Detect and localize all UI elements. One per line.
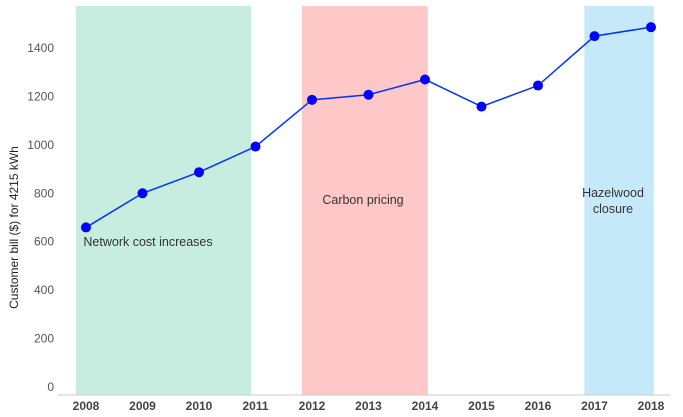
x-tick-label: 2013 [355, 399, 382, 413]
data-point [420, 74, 430, 85]
axes: 0 200 400 600 800 1000 1200 1400 2008 2009 2010 201… [27, 41, 670, 413]
y-tick-label: 400 [34, 283, 54, 297]
y-tick-label: 200 [34, 332, 54, 346]
y-tick-label: 0 [47, 380, 54, 394]
x-tick-label: 2018 [638, 399, 665, 413]
x-tick-label: 2016 [525, 399, 552, 413]
y-tick-label: 800 [34, 186, 54, 200]
data-point [533, 80, 543, 91]
x-tick-label: 2014 [412, 399, 439, 413]
y-tick-label: 1400 [27, 41, 54, 55]
shaded-period-2 [301, 6, 428, 395]
data-point [363, 89, 374, 100]
data-point [589, 31, 600, 42]
y-axis-title: Customer bill ($) for 4215 kWh [7, 146, 21, 309]
y-tick-label: 600 [34, 235, 54, 249]
band-label-2: Carbon pricing [322, 193, 403, 207]
data-point [194, 167, 204, 178]
series-layer [81, 22, 656, 233]
band-label-line: Hazelwood [582, 186, 644, 200]
x-tick-label: 2011 [242, 399, 268, 413]
data-point [646, 22, 656, 33]
shaded-periods [75, 6, 654, 395]
data-point [250, 141, 261, 152]
x-tick-label: 2008 [73, 399, 100, 413]
band-label-1: Network cost increases [83, 235, 212, 249]
band-label-3: Hazelwood closure [582, 186, 644, 216]
shaded-period-3 [584, 6, 654, 395]
data-point [81, 222, 91, 233]
data-point [137, 188, 148, 199]
y-tick-label: 1000 [27, 138, 54, 152]
x-tick-label: 2009 [129, 399, 156, 413]
x-tick-label: 2015 [468, 399, 495, 413]
band-label-line: closure [593, 202, 633, 216]
x-tick-label: 2017 [581, 399, 608, 413]
x-tick-label: 2010 [186, 399, 213, 413]
y-tick-label: 1200 [27, 89, 54, 103]
shaded-period-1 [75, 6, 251, 395]
band-labels: Network cost increases Carbon pricing Haze… [83, 186, 644, 249]
data-point [476, 101, 487, 112]
data-point [307, 94, 317, 105]
x-tick-label: 2012 [299, 399, 326, 413]
